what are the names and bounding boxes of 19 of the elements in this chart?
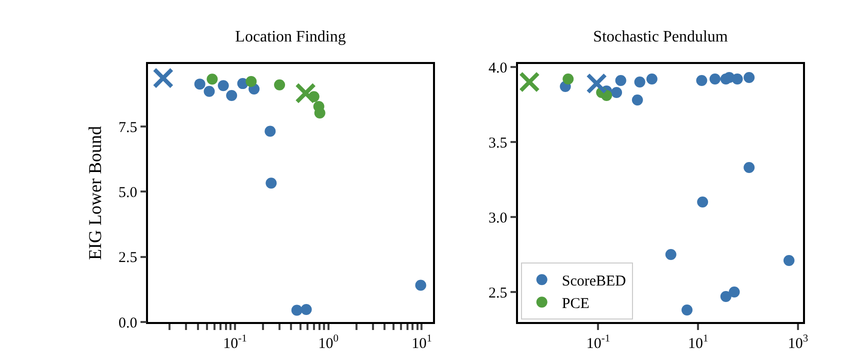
y-tick-label: 3.5 bbox=[488, 135, 508, 152]
y-tick-label: 4.0 bbox=[488, 60, 508, 76]
chart-title: Stochastic Pendulum bbox=[593, 28, 728, 46]
x-tick-label: 10$^{0}$ bbox=[318, 333, 338, 352]
x-tick-label: 10$^{-1}$ bbox=[586, 333, 610, 352]
x-tick-label: 10$^{3}$ bbox=[788, 333, 808, 352]
y-axis-title: EIG Lower Bound bbox=[85, 126, 106, 260]
y-tick-label: 7.5 bbox=[118, 120, 138, 136]
chart-title: Location Finding bbox=[235, 28, 346, 46]
y-tick-label: 2.5 bbox=[488, 285, 508, 302]
y-tick-label: 3.0 bbox=[488, 210, 508, 226]
legend-label: ScoreBED bbox=[562, 274, 626, 290]
y-tick-label: 0.0 bbox=[118, 315, 138, 332]
y-tick-label: 5.0 bbox=[118, 184, 138, 201]
legend-label: PCE bbox=[562, 296, 590, 312]
x-tick-label: 10$^{1}$ bbox=[688, 333, 708, 352]
x-tick-label: 10$^{1}$ bbox=[412, 333, 432, 352]
y-tick-label: 2.5 bbox=[118, 250, 138, 266]
x-tick-label: 10$^{-1}$ bbox=[223, 333, 247, 352]
